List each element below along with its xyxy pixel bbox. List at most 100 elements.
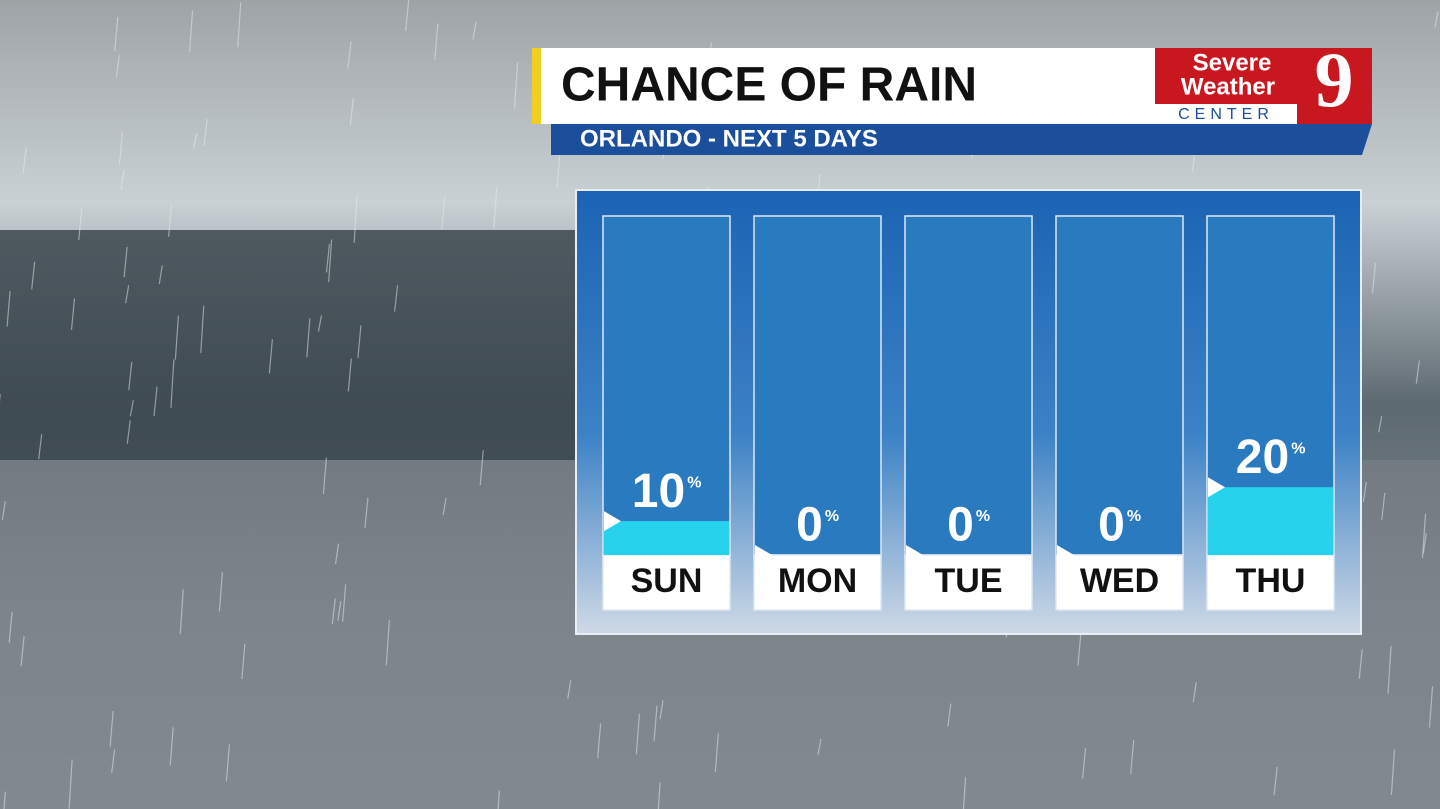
rain-streak [653, 705, 658, 742]
value-label: 0 [796, 499, 823, 552]
rain-streak [306, 318, 311, 358]
rain-streak [322, 457, 328, 494]
rain-streak [1378, 416, 1383, 433]
rain-streak [657, 782, 661, 809]
label-cell [904, 554, 1033, 611]
rain-streak [203, 118, 208, 146]
value-unit: % [1291, 440, 1305, 457]
rain-streak [68, 759, 73, 809]
title-accent [532, 48, 541, 124]
building [0, 230, 575, 460]
rain-streak [31, 261, 36, 290]
rain-streak [385, 620, 390, 666]
rain-streak [1081, 747, 1087, 779]
title: CHANCE OF RAIN [561, 59, 977, 112]
rain-streak [556, 148, 561, 187]
rain-streak [947, 703, 952, 727]
value-unit: % [1127, 508, 1141, 525]
rain-streak [441, 196, 446, 230]
rain-streak [114, 16, 119, 51]
title-bar [532, 48, 1155, 124]
logo-channel: 9 [1315, 36, 1354, 123]
rain-streak [225, 744, 230, 782]
rain-streak [129, 400, 134, 417]
rain-streak [170, 359, 175, 408]
level-pointer [1057, 545, 1074, 565]
rain-streak [78, 207, 83, 241]
rain-streak [167, 205, 173, 237]
bar [604, 521, 729, 555]
column [753, 215, 882, 556]
column [1055, 215, 1184, 556]
rain-streak [357, 325, 362, 359]
rain-streak [513, 62, 519, 109]
rain-streak [325, 243, 331, 273]
day-label: THU [1236, 562, 1306, 600]
value-unit: % [687, 474, 701, 491]
label-cell [753, 554, 882, 611]
value-unit: % [976, 508, 990, 525]
rain-streak [405, 0, 410, 31]
rain-streak [126, 420, 131, 444]
rain-streak [597, 723, 602, 759]
rain-streak [1077, 632, 1082, 666]
logo-strip [1155, 104, 1297, 124]
rain-streak [567, 680, 572, 699]
rain-streak [714, 733, 719, 773]
rain-streak [179, 589, 184, 635]
value-unit: % [825, 508, 839, 525]
label-cell [1055, 554, 1184, 611]
subtitle: ORLANDO - NEXT 5 DAYS [580, 125, 878, 152]
rain-streak [20, 635, 25, 667]
rain-streak [1428, 686, 1434, 728]
logo-line3: CENTER [1178, 106, 1274, 123]
rain-streak [817, 739, 822, 755]
rain-streak [153, 386, 158, 417]
day-label: WED [1080, 562, 1159, 600]
rain-streak [1, 501, 6, 520]
rain-streak [128, 361, 133, 391]
rain-streak [115, 55, 120, 77]
rain-streak [120, 170, 125, 191]
rain-streak [6, 291, 11, 327]
rain-streak [218, 571, 223, 612]
rain-streak [169, 727, 174, 766]
rain-streak [1381, 492, 1386, 520]
rain-streak [123, 246, 128, 278]
rain-streak [364, 497, 369, 528]
label-cell [602, 554, 731, 611]
day-label: MON [778, 562, 857, 600]
rain-streak [349, 98, 354, 126]
rain-streak [394, 285, 399, 312]
rain-streak [118, 131, 124, 164]
rain-streak [1390, 749, 1396, 795]
rain-streak [1422, 532, 1427, 554]
rain-streak [962, 777, 967, 809]
rain-streak [174, 315, 179, 360]
rain-streak [70, 298, 76, 330]
rain-streak [493, 187, 498, 229]
level-pointer [755, 545, 772, 565]
rain-streak [111, 749, 116, 773]
rain-streak [342, 584, 347, 622]
plot: 10 % SUN 0 % MON 0 % TUE 0 % WED 20 % THU [602, 215, 1335, 611]
rain-streak [347, 358, 352, 392]
rain-streak [237, 2, 242, 47]
rain-streak [1371, 262, 1377, 294]
day-label: TUE [935, 562, 1003, 600]
rain-streak [158, 265, 163, 285]
rain-streak [193, 133, 198, 149]
value-label: 0 [947, 499, 974, 552]
rain-streak [1362, 481, 1367, 502]
column [904, 215, 1033, 556]
logo-line1: Severe [1193, 49, 1272, 76]
value-label: 0 [1098, 499, 1125, 552]
rain-streak [337, 601, 342, 621]
rain-streak [442, 497, 447, 516]
rain-streak [659, 700, 664, 720]
rain-streak [8, 611, 13, 643]
level-pointer [906, 545, 923, 565]
rain-streak [331, 598, 336, 625]
rain-streak [479, 450, 484, 486]
